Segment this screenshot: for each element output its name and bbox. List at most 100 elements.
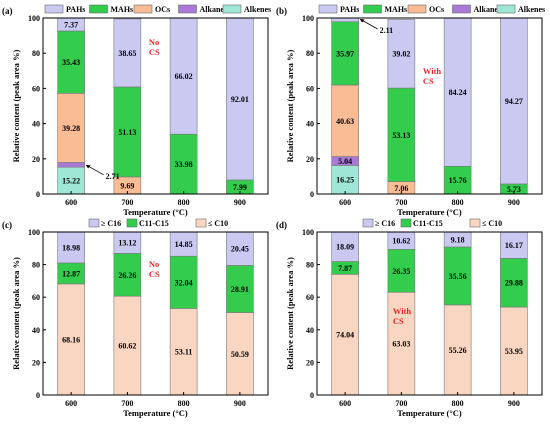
bar-segment bbox=[57, 166, 85, 195]
data-label: 18.09 bbox=[336, 243, 354, 252]
data-label: 35.43 bbox=[62, 58, 80, 67]
y-tick-label: 80 bbox=[32, 261, 40, 270]
legend-label: OCs bbox=[429, 5, 444, 14]
data-label: 7.06 bbox=[394, 184, 408, 193]
x-axis-title: Temperature (°C) bbox=[123, 207, 188, 217]
legend-swatch bbox=[496, 4, 516, 14]
bar-segment bbox=[443, 246, 472, 306]
data-label: 60.62 bbox=[118, 342, 136, 351]
legend-label: ≤ C10 bbox=[208, 219, 228, 228]
x-tick-label: 600 bbox=[65, 198, 77, 207]
y-tick-label: 100 bbox=[28, 228, 40, 237]
data-label: 12.87 bbox=[62, 269, 80, 278]
legend-swatch bbox=[318, 4, 338, 14]
x-tick-label: 600 bbox=[339, 198, 351, 207]
x-tick-label: 800 bbox=[178, 399, 190, 408]
y-tick-label: 60 bbox=[306, 293, 314, 302]
y-tick-label: 40 bbox=[32, 326, 40, 335]
legend-label: C11-C15 bbox=[413, 219, 443, 228]
y-tick-label: 80 bbox=[306, 261, 314, 270]
callout-line bbox=[87, 165, 104, 176]
data-label: 63.03 bbox=[392, 340, 410, 349]
bar-segment bbox=[226, 312, 254, 396]
data-label: 5.04 bbox=[338, 157, 352, 166]
x-tick-label: 700 bbox=[121, 198, 133, 207]
bar-segment bbox=[57, 162, 85, 168]
bar-segment bbox=[443, 165, 472, 195]
x-tick-label: 900 bbox=[508, 198, 520, 207]
data-label: 16.17 bbox=[505, 241, 523, 250]
legend-label: PAHs bbox=[66, 5, 85, 14]
panel-label: (a) bbox=[2, 6, 13, 16]
data-label: 35.56 bbox=[449, 272, 467, 281]
y-tick-label: 80 bbox=[306, 49, 314, 58]
bar-segment bbox=[113, 18, 142, 88]
legend-label: MAHs bbox=[385, 5, 408, 14]
panel-label: (b) bbox=[276, 6, 287, 16]
data-label: 39.02 bbox=[392, 50, 410, 59]
data-label: 29.88 bbox=[505, 279, 523, 288]
data-label: 33.98 bbox=[175, 160, 193, 169]
y-tick-label: 0 bbox=[36, 391, 40, 400]
data-label: 35.97 bbox=[336, 49, 354, 58]
legend-swatch bbox=[178, 4, 197, 14]
bar-segment bbox=[113, 295, 142, 396]
legend-label: Alkanes bbox=[474, 5, 502, 14]
data-label: 74.04 bbox=[336, 331, 354, 340]
callout-arrow bbox=[359, 19, 365, 23]
legend-swatch bbox=[88, 218, 100, 228]
data-label: 84.24 bbox=[449, 88, 467, 97]
bar-segment bbox=[113, 253, 142, 297]
y-tick-label: 60 bbox=[32, 293, 40, 302]
bar-segment bbox=[226, 265, 254, 313]
legend-label: OCs bbox=[155, 5, 170, 14]
y-tick-label: 100 bbox=[302, 228, 314, 237]
bar-segment bbox=[169, 308, 198, 396]
bar-segment bbox=[169, 255, 198, 309]
data-label: 16.25 bbox=[336, 176, 354, 185]
legend: PAHs MAHs OCs Alkanes Alkenes bbox=[44, 4, 271, 14]
chart-panel-1: 16.25 5.04 40.63 7.06 35.97 53.13 15.76 5.73 2.1… bbox=[276, 4, 545, 217]
y-axis-title: Relative content (peak area %) bbox=[11, 49, 21, 162]
y-tick-label: 40 bbox=[32, 120, 40, 129]
chart-note: CS bbox=[149, 269, 160, 279]
data-label: 26.26 bbox=[118, 271, 136, 280]
chart-note: CS bbox=[149, 47, 160, 57]
chart-note: With bbox=[393, 306, 412, 316]
callout-arrow bbox=[85, 164, 91, 169]
data-label: 7.37 bbox=[64, 20, 78, 29]
chart-panel-2: 68.16 60.62 53.11 50.59 12.87 26.26 32.04 28.91… bbox=[2, 218, 269, 418]
plot-frame bbox=[316, 17, 543, 195]
plot-frame bbox=[42, 231, 269, 396]
x-tick-label: 700 bbox=[395, 198, 407, 207]
y-axis-title: Relative content (peak area %) bbox=[285, 257, 295, 370]
bar-segment bbox=[331, 165, 359, 195]
legend-swatch bbox=[222, 4, 242, 14]
y-tick-label: 20 bbox=[32, 358, 40, 367]
bar-segment bbox=[57, 231, 85, 264]
legend-label: ≥ C16 bbox=[375, 219, 395, 228]
bar-segment bbox=[500, 17, 528, 185]
panel-label: (c) bbox=[2, 220, 12, 230]
data-label: 7.87 bbox=[338, 264, 352, 273]
y-tick-label: 20 bbox=[32, 155, 40, 164]
y-tick-label: 40 bbox=[306, 326, 314, 335]
data-label: 55.26 bbox=[449, 346, 467, 355]
data-label: 14.85 bbox=[175, 240, 193, 249]
y-axis-title: Relative content (peak area %) bbox=[285, 49, 295, 162]
legend-swatch bbox=[89, 4, 108, 14]
chart-note: With bbox=[423, 66, 442, 76]
y-tick-label: 20 bbox=[306, 358, 314, 367]
y-tick-label: 80 bbox=[32, 49, 40, 58]
data-label: 32.04 bbox=[175, 278, 193, 287]
bar-segment bbox=[387, 19, 416, 89]
data-label: 2.71 bbox=[106, 172, 120, 181]
x-axis-title: Temperature (°C) bbox=[397, 207, 462, 217]
data-label: 18.98 bbox=[62, 243, 80, 252]
data-label: 50.59 bbox=[231, 350, 249, 359]
legend-label: Alkanes bbox=[200, 5, 228, 14]
legend-swatch bbox=[195, 218, 207, 228]
chart-panel-3: 74.04 63.03 55.26 53.95 7.87 26.35 35.56 29.88 1… bbox=[276, 218, 543, 418]
y-tick-label: 60 bbox=[32, 84, 40, 93]
